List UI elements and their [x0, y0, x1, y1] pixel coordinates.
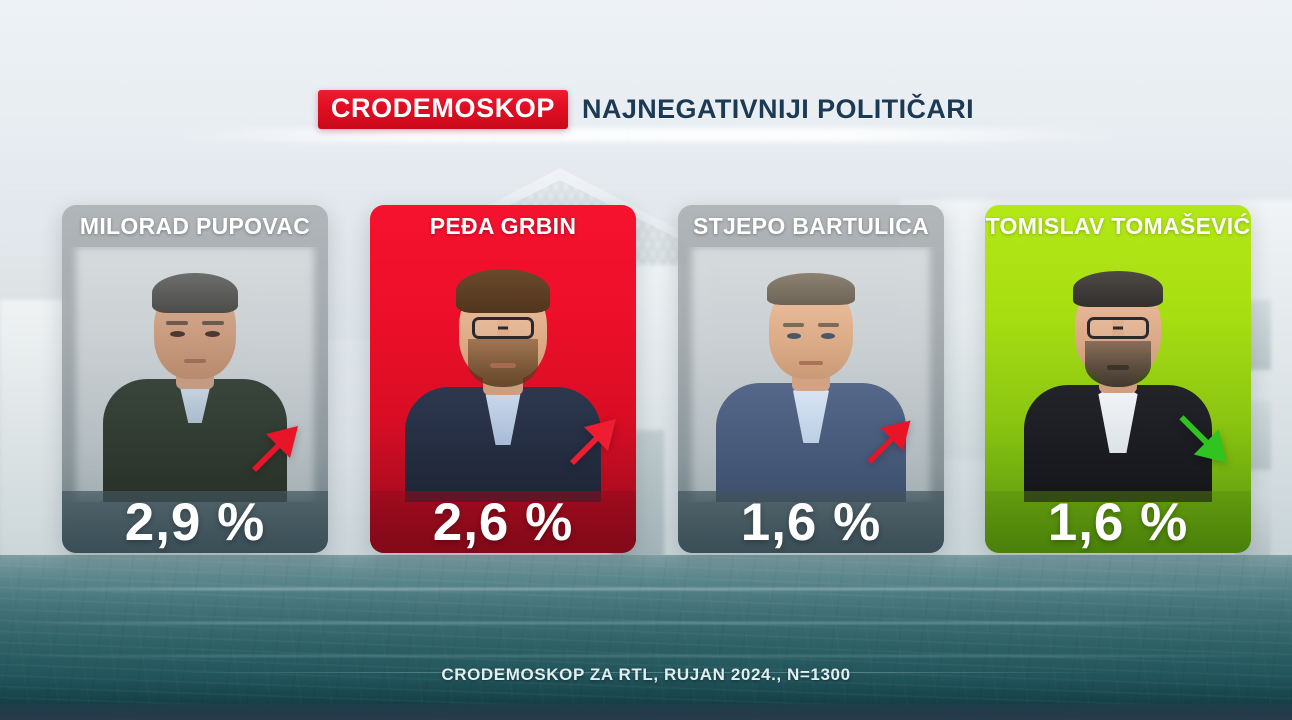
politician-name: PEĐA GRBIN	[429, 212, 577, 239]
header-sheen	[170, 128, 1130, 142]
portrait-figure	[62, 247, 328, 502]
brand-chip: CRODEMOSKOP	[317, 89, 569, 129]
glasses-icon	[1087, 317, 1149, 339]
ground-seam	[0, 588, 1292, 590]
background-ground	[0, 555, 1292, 720]
arrow-down-right-icon	[1167, 405, 1235, 473]
portrait	[62, 247, 328, 502]
arrow-up-right-icon	[240, 418, 306, 484]
politician-name: MILORAD PUPOVAC	[79, 212, 311, 239]
value-text: 1,6 %	[740, 492, 882, 552]
ground-bottom-strip	[0, 704, 1292, 720]
background-building-left-tower	[0, 300, 70, 580]
result-card[interactable]: PEĐA GRBIN	[370, 205, 636, 553]
value-band: 1,6 %	[678, 491, 944, 553]
footer-rule	[170, 672, 1120, 673]
result-card[interactable]: MILORAD PUPOVAC	[62, 205, 328, 553]
politician-name: STJEPO BARTULICA	[692, 212, 930, 239]
glasses-icon	[472, 317, 534, 339]
value-text: 2,9 %	[124, 492, 266, 552]
portrait-figure	[370, 247, 636, 502]
portrait	[985, 247, 1251, 502]
value-band: 2,6 %	[370, 491, 636, 553]
background-ground-texture	[0, 555, 1292, 720]
source-note: CRODEMOSKOP ZA RTL, RUJAN 2024., N=1300	[441, 665, 851, 684]
value-band: 1,6 %	[985, 491, 1251, 553]
result-card[interactable]: TOMISLAV TOMAŠEVIĆ	[985, 205, 1251, 553]
politician-name: TOMISLAV TOMAŠEVIĆ	[985, 212, 1251, 239]
portrait-figure	[985, 247, 1251, 502]
ground-seam	[0, 622, 1292, 624]
portrait	[370, 247, 636, 502]
ground-seam	[0, 655, 1292, 657]
value-text: 1,6 %	[1047, 492, 1189, 552]
page-title: NAJNEGATIVNIJI POLITIČARI	[582, 93, 975, 124]
portrait	[678, 247, 944, 502]
portrait-figure	[678, 247, 944, 502]
header: CRODEMOSKOP NAJNEGATIVNIJI POLITIČARI	[0, 88, 1292, 130]
value-band: 2,9 %	[62, 491, 328, 553]
results-row: MILORAD PUPOVAC	[0, 205, 1292, 555]
arrow-up-right-icon	[558, 411, 624, 477]
arrow-up-right-icon	[856, 413, 918, 475]
result-card[interactable]: STJEPO BARTULICA	[678, 205, 944, 553]
value-text: 2,6 %	[432, 492, 574, 552]
